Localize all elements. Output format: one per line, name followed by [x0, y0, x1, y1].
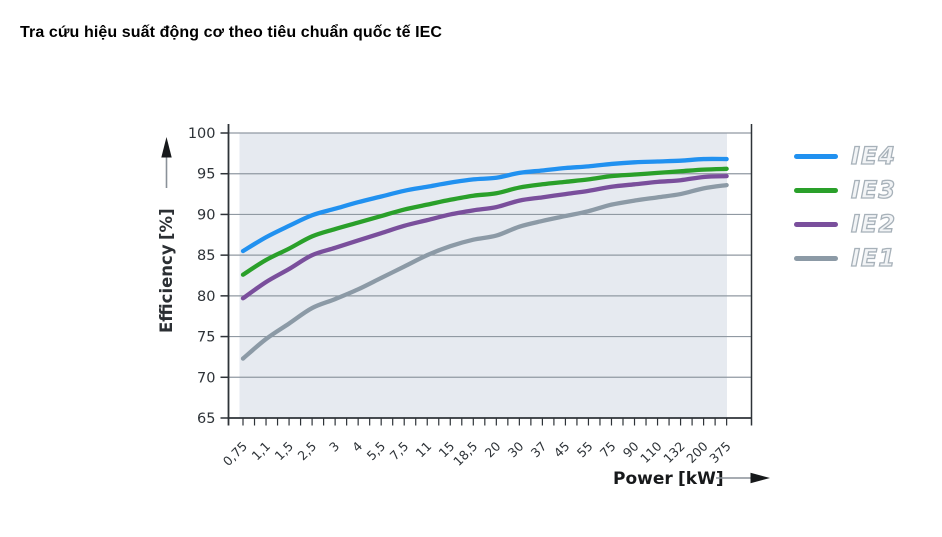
legend-item-ie2: IE2 [794, 207, 896, 241]
curve-ie1 [240, 182, 729, 361]
legend-item-ie4: IE4 [794, 139, 896, 173]
x-axis-label: Power [613, 469, 673, 489]
legend-swatch-ie4 [794, 153, 838, 159]
x-tick-label: 11 [413, 439, 435, 461]
legend-label-ie3: IE3 [850, 176, 897, 204]
x-tick-label: 18,5 [450, 439, 480, 469]
y-tick-label-90: 90 [197, 207, 215, 223]
legend-label-ie2: IE2 [850, 210, 897, 238]
y-tick-label-95: 95 [197, 167, 215, 183]
x-tick-label: 3 [326, 439, 342, 455]
x-tick-label: 37 [528, 439, 550, 461]
y-tick-label-70: 70 [197, 370, 215, 386]
legend-swatch-ie1 [794, 255, 838, 261]
x-tick-label: 20 [482, 438, 504, 460]
curve-ie2 [240, 174, 729, 301]
x-tick-label: 200 [683, 438, 711, 466]
x-tick-label: 75 [597, 439, 619, 461]
x-tick-label: 1,5 [272, 439, 297, 464]
legend-swatch-ie2 [794, 221, 838, 227]
x-tick-label: 30 [505, 438, 527, 460]
curve-ie3 [240, 166, 729, 277]
x-tick-label: 110 [637, 438, 665, 466]
legend-swatch-ie3 [794, 187, 838, 193]
x-tick-label: 2,5 [295, 439, 320, 464]
x-tick-label: 1,1 [248, 439, 273, 464]
y-axis-label: Efficiency [157, 244, 176, 333]
y-axis-arrow-head-icon [161, 137, 172, 158]
x-axis-unit: [kW] [678, 469, 724, 489]
curve-ie4 [240, 156, 729, 254]
y-axis-unit: [%] [157, 208, 176, 240]
chart-legend: IE4 IE3 IE2 IE1 [794, 139, 896, 275]
page-title: Tra cứu hiệu suất động cơ theo tiêu chuẩ… [20, 24, 443, 41]
x-tick-label: 55 [574, 439, 596, 461]
legend-label-ie4: IE4 [850, 142, 897, 170]
y-tick-label-85: 85 [197, 248, 215, 264]
y-tick-label-100: 100 [188, 126, 216, 142]
x-tick-label: 375 [706, 439, 733, 466]
y-axis-title: Efficiency [%] [157, 208, 176, 333]
plot-band [239, 133, 727, 418]
y-tick-label-75: 75 [197, 330, 215, 346]
y-tick-label-65: 65 [197, 411, 215, 427]
legend-item-ie1: IE1 [794, 241, 896, 275]
legend-label-ie1: IE1 [850, 244, 897, 272]
x-axis-arrow-head-icon [750, 472, 770, 484]
legend-item-ie3: IE3 [794, 173, 896, 207]
x-tick-label: 7,5 [387, 439, 412, 464]
x-tick-label: 5,5 [364, 439, 389, 464]
x-tick-label: 0,75 [220, 439, 250, 469]
y-tick-label-80: 80 [197, 289, 215, 305]
x-tick-label: 45 [551, 439, 573, 461]
x-tick-label: 132 [660, 439, 687, 466]
